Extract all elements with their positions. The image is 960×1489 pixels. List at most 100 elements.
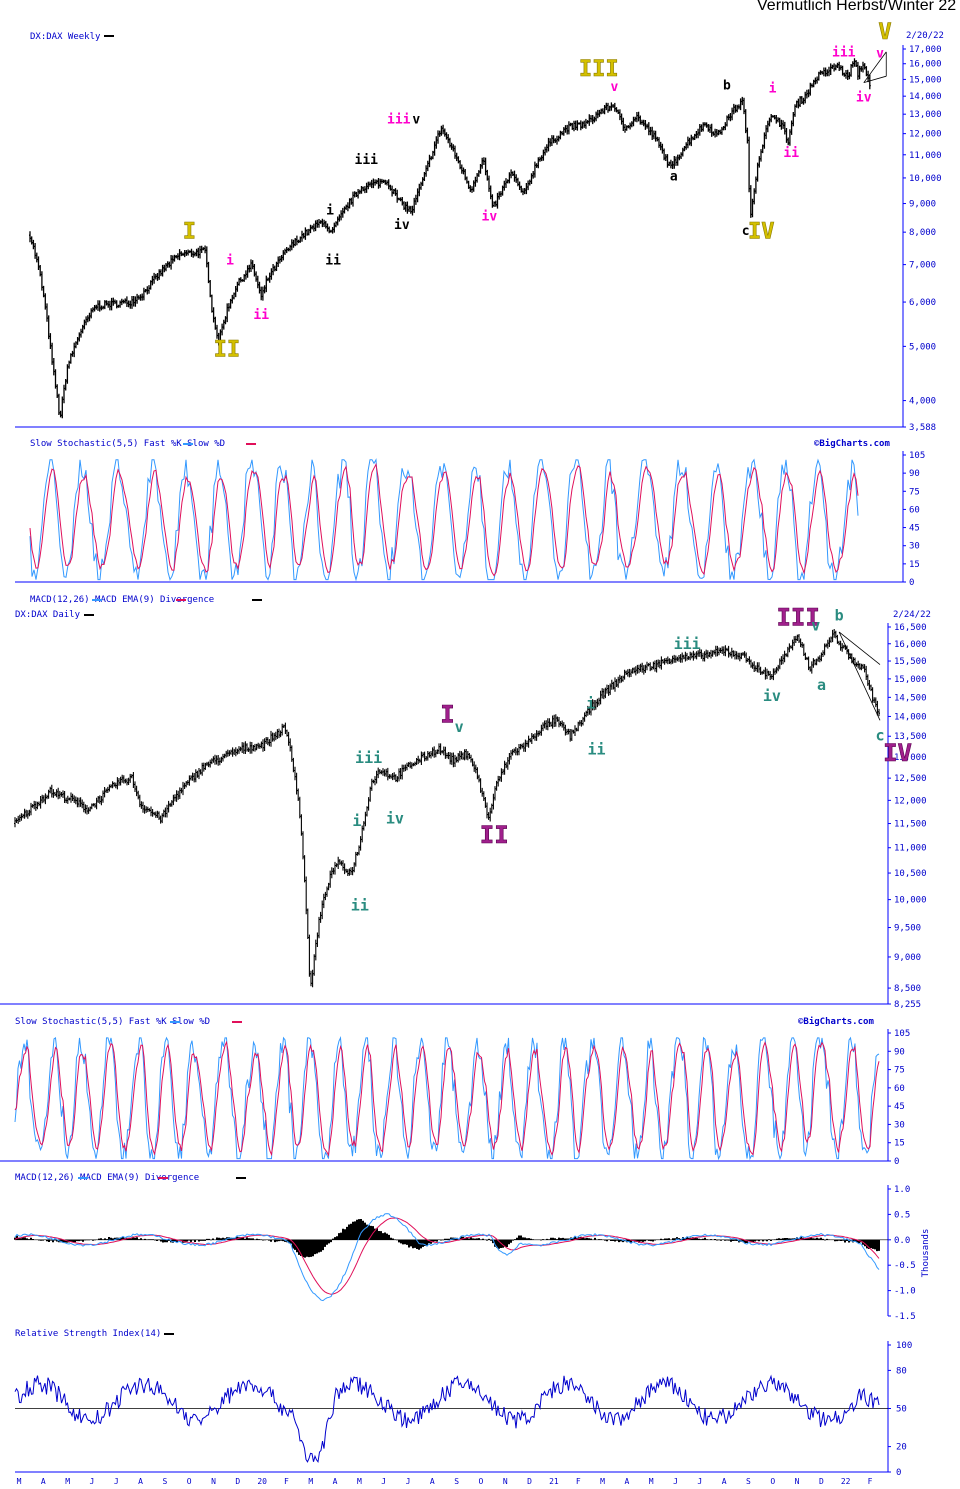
macd-ylabel: Thousands [921,1229,931,1278]
wave-label-ii: ii [351,897,369,915]
price-tick-label: 13,000 [909,110,942,120]
stoch-fastk-swatch [183,443,193,445]
wave-label-III: III [776,603,819,631]
price-tick-label: 8,000 [909,228,936,238]
x-tick-label: O [479,1477,484,1486]
daily-title: DX:DAX Daily [15,610,81,620]
wave-label-i: i [586,695,595,713]
price-tick-label: 7,000 [909,261,936,271]
wave-label-iv: iv [856,90,872,105]
x-tick-label: J [114,1477,119,1486]
macd-panel: MACD(12,26) MACD EMA(9) Divergence 1.0 0.… [14,1173,931,1322]
macd-tick-label: -1.5 [894,1312,916,1322]
price-tick-label: 11,000 [894,844,927,854]
price-tick-label: 6,000 [909,298,936,308]
stoch-slowd-swatch [232,1021,242,1023]
x-tick-label: 22 [841,1477,851,1486]
rsi-line [14,1374,880,1464]
x-tick-label: N [795,1477,800,1486]
stoch-tick-label: 0 [909,578,914,588]
daily-title-swatch [84,614,94,616]
price-tick-label: 10,000 [894,896,927,906]
price-tick-label: 12,000 [894,796,927,806]
daily-stochastic-panel: Slow Stochastic(5,5) Fast %K Slow %D ©Bi… [0,1016,910,1167]
rsi-tick-label: 50 [896,1405,907,1415]
stoch-tick-label: 60 [909,505,920,515]
x-tick-label: A [624,1477,629,1486]
stoch-tick-label: 15 [909,560,920,570]
x-tick-label: D [235,1477,240,1486]
price-tick-label: 16,000 [894,640,927,650]
macd-line [14,1213,880,1302]
stoch-tick-label: 45 [909,524,920,534]
x-tick-label: A [430,1477,435,1486]
daily-price-panel: MACD(12,26) MACD EMA(9) Divergence DX:DA… [0,595,931,1010]
wave-label-iii: iii [387,113,411,128]
stoch-tick-label: 75 [909,487,920,497]
wave-label-IV: IV [883,739,912,767]
stoch1-source: ©BigCharts.com [814,438,890,449]
weekly-date: 2/20/22 [906,31,944,41]
stoch2-source: ©BigCharts.com [798,1016,874,1027]
weekly-legend-swatch [104,35,114,37]
price-tick-label: 13,500 [894,732,927,742]
price-tick-label: 3,588 [909,423,936,433]
price-tick-label: 10,500 [894,869,927,879]
rsi-tick-label: 80 [896,1366,907,1376]
price-tick-label: 15,000 [894,675,927,685]
x-tick-label: J [90,1477,95,1486]
chart-heading: Vermutlich Herbst/Winter 22 [757,0,957,14]
wave-label-II: II [214,337,241,362]
x-tick-label: O [187,1477,192,1486]
x-tick-label: S [162,1477,167,1486]
macd-tick-label: -1.0 [894,1287,916,1297]
wave-label-v: v [811,616,820,634]
wave-label-c: c [742,224,750,239]
daily-date: 2/24/22 [893,610,931,620]
rsi-swatch [164,1333,174,1335]
price-tick-label: 15,500 [894,657,927,667]
wave-label-ii: ii [783,146,799,161]
stoch-tick-label: 90 [894,1047,905,1057]
daily-channel-lines [838,631,881,721]
x-tick-label: O [770,1477,775,1486]
wave-label-i: i [352,812,361,830]
rsi-tick-label: 20 [896,1443,907,1453]
stoch-fastk-line [29,458,859,582]
wave-label-v: v [610,80,618,95]
wave-label-v: v [876,47,884,62]
stoch-tick-label: 75 [894,1066,905,1076]
price-tick-label: 14,000 [909,92,942,102]
wave-label-v: v [412,113,420,128]
wave-label-I: I [440,700,454,728]
x-tick-label: D [819,1477,824,1486]
x-tick-label: M [17,1477,22,1486]
price-tick-label: 8,500 [894,984,921,994]
x-tick-label: F [284,1477,289,1486]
macd-tick-label: 0.5 [894,1210,910,1220]
wave-label-iii: iii [355,749,382,767]
wave-label-iv: iv [394,218,410,233]
x-tick-label: M [65,1477,70,1486]
wave-label-iv: iv [386,810,404,828]
stoch-tick-label: 0 [894,1157,899,1167]
x-tick-label: 20 [257,1477,267,1486]
rsi-tick-label: 100 [896,1341,912,1351]
stoch-tick-label: 90 [909,469,920,479]
wave-label-iv: iv [763,687,781,705]
price-tick-label: 11,500 [894,820,927,830]
macd-swatch-3 [236,1177,246,1179]
price-tick-label: 9,000 [909,200,936,210]
wave-label-b: b [835,606,844,624]
macd-top-swatch-1 [92,599,102,601]
x-tick-label: S [454,1477,459,1486]
stoch-fastk-line [14,1036,880,1161]
price-tick-label: 11,000 [909,151,942,161]
x-tick-label: A [41,1477,46,1486]
x-tick-label: F [576,1477,581,1486]
stoch-tick-label: 105 [894,1029,910,1039]
stoch-tick-label: 30 [894,1120,905,1130]
weekly-price-panel: DX:DAX Weekly 2/20/22 17,000 16,000 15,000… [15,20,944,433]
wave-label-iii: iii [355,153,379,168]
